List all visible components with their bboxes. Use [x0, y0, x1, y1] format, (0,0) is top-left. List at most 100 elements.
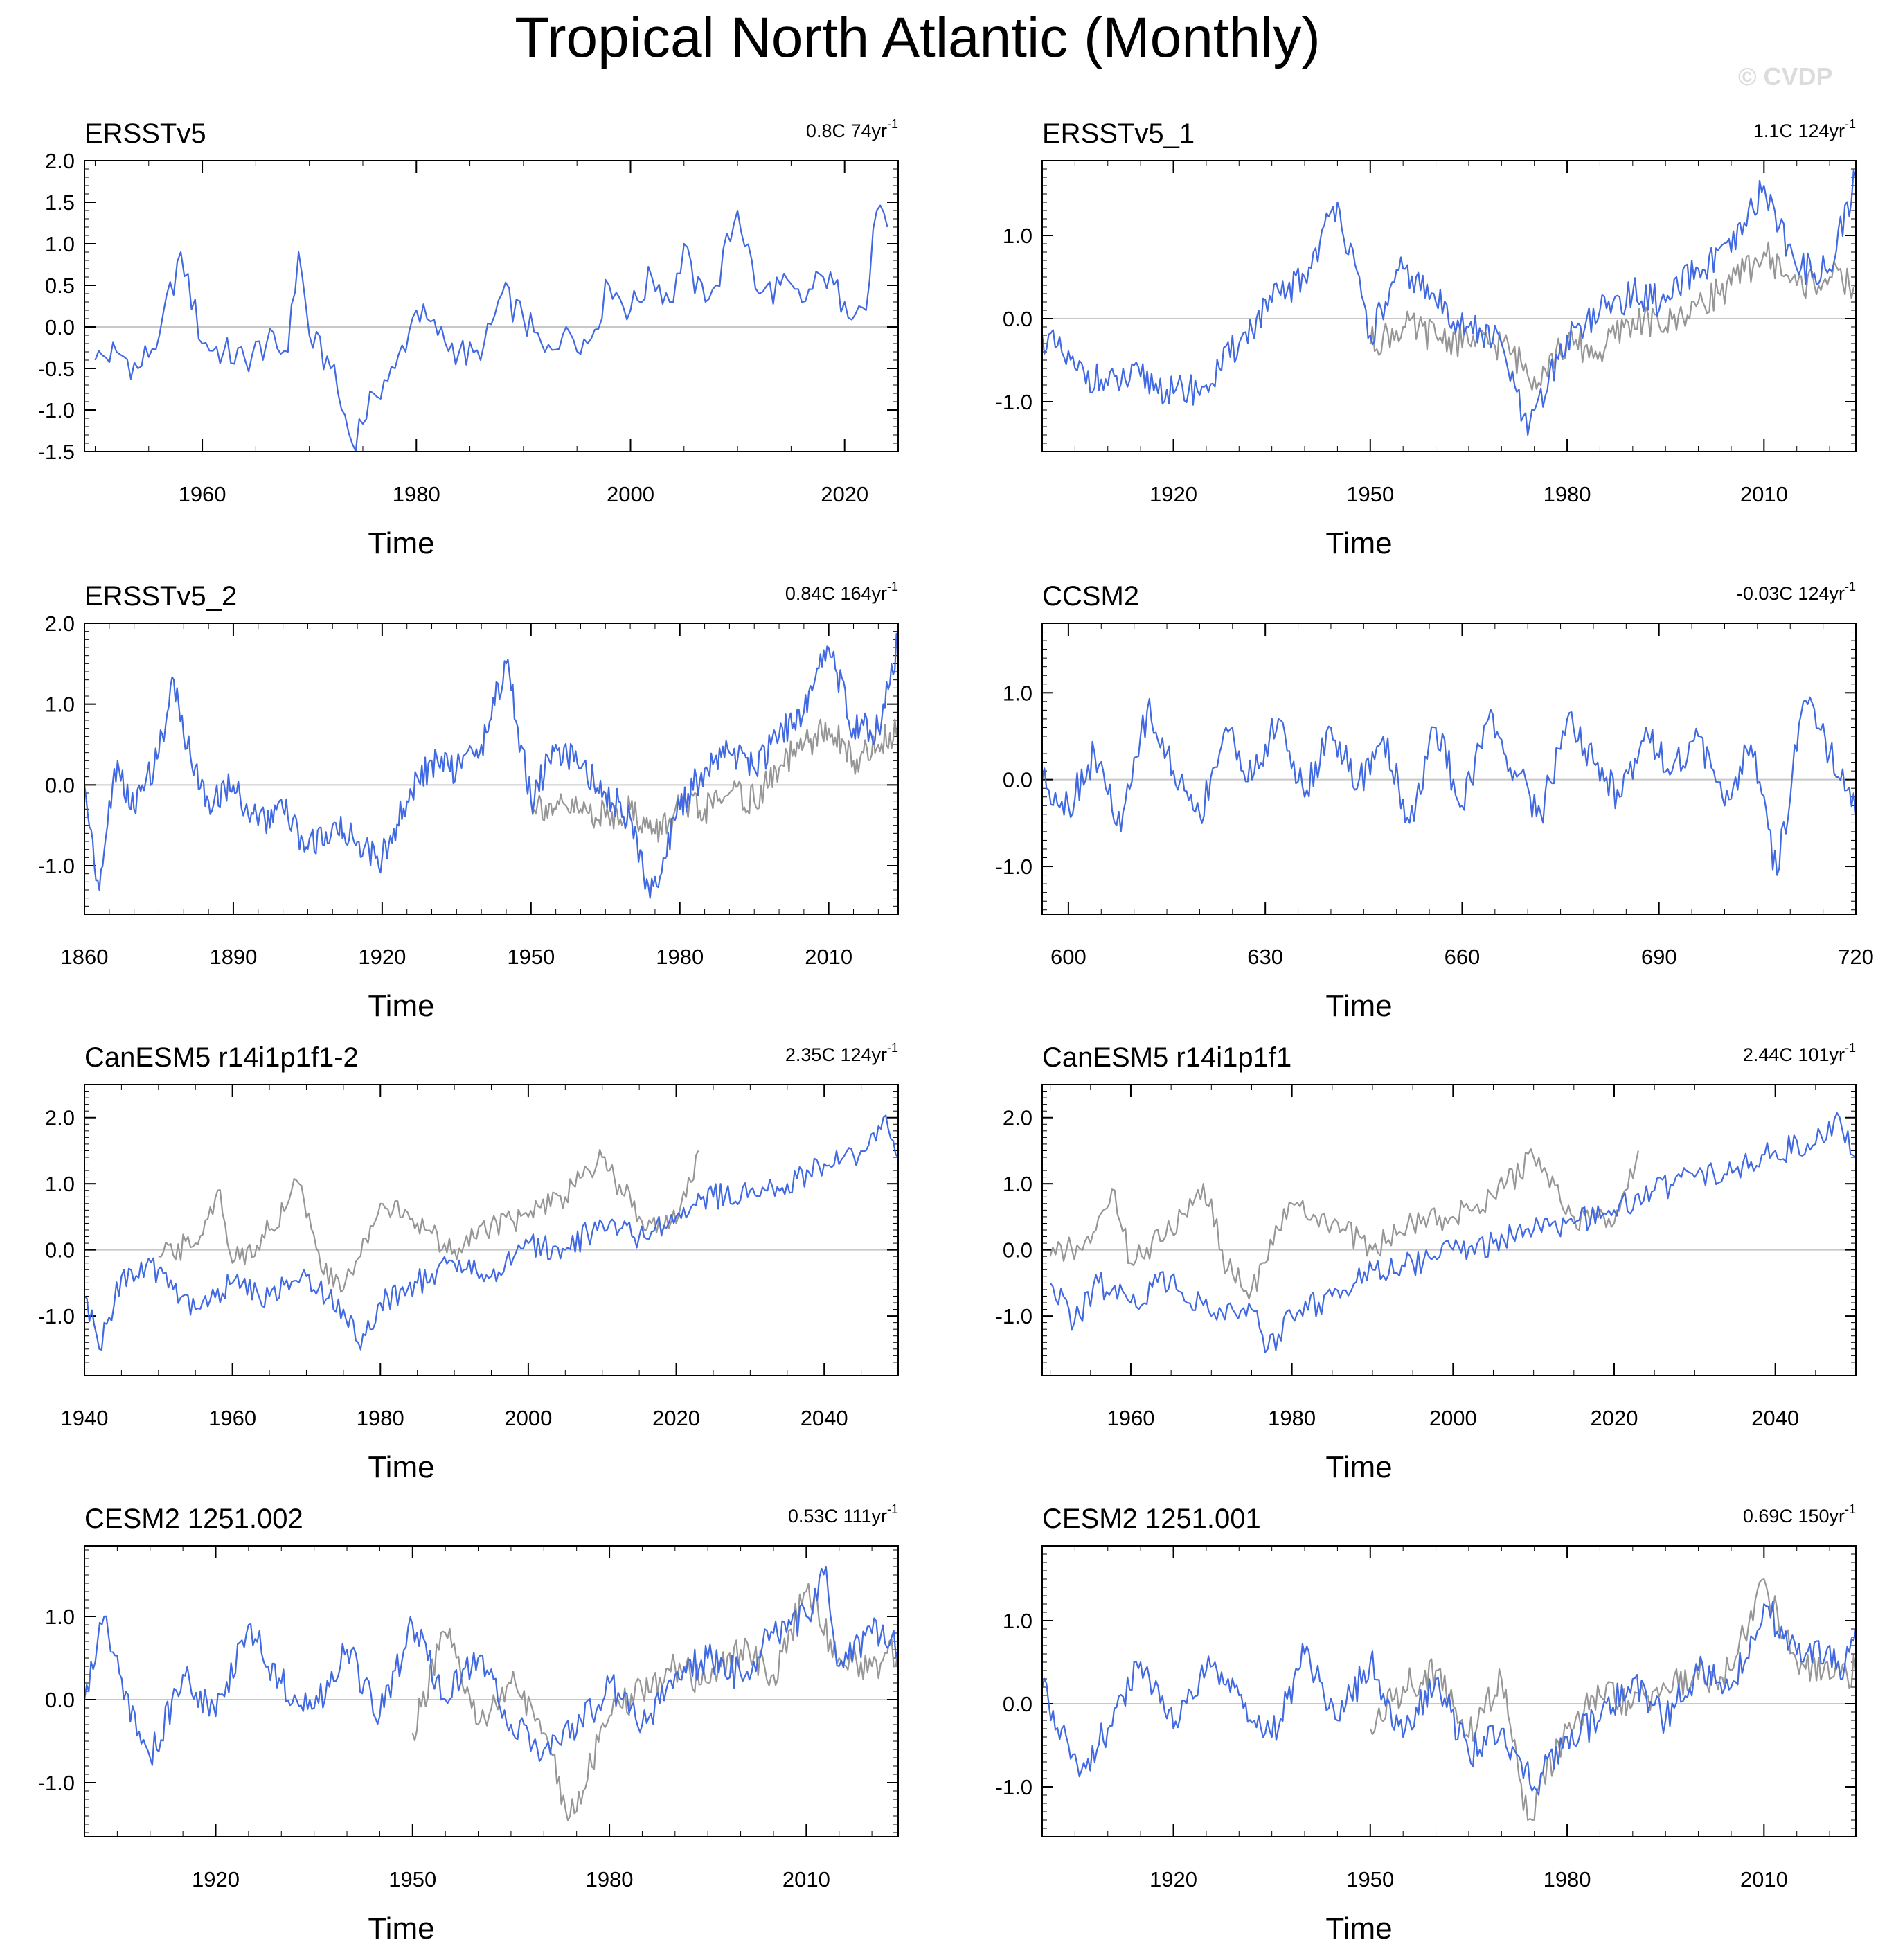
y-tick-label: 1.0: [45, 1172, 75, 1196]
panel-stat: 0.53C 111yr-1: [788, 1502, 898, 1526]
panel-stat: 2.44C 101yr-1: [1743, 1041, 1856, 1065]
y-tick-label: -1.0: [996, 1775, 1032, 1799]
x-tick-label: 660: [1445, 945, 1481, 969]
panel-title: CESM2 1251.002: [84, 1504, 303, 1534]
y-tick-label: 1.0: [1003, 1609, 1032, 1633]
series-line: [530, 718, 900, 843]
panel-stat-exponent: -1: [1845, 117, 1856, 131]
chart-panel: CanESM5 r14i1p1f1-2 2.35C 124yr-1 -1.0 0.0 1…: [38, 1041, 899, 1484]
x-tick-label: 2000: [504, 1406, 552, 1430]
plot-frame: [1041, 1545, 1857, 1837]
plot-frame: [1041, 1084, 1857, 1376]
x-axis-label: Time: [368, 989, 434, 1023]
panel-stat: 0.69C 150yr-1: [1743, 1502, 1856, 1526]
x-tick-label: 1950: [1346, 482, 1394, 506]
y-tick-label: 1.0: [1003, 224, 1032, 248]
x-axis-label: Time: [368, 526, 434, 560]
panel-stat-exponent: -1: [1845, 1502, 1856, 1516]
y-tick-label: -0.5: [38, 357, 75, 381]
panel-stat-value: 2.35C 124yr: [785, 1044, 887, 1065]
panel-title: ERSSTv5_1: [1042, 118, 1195, 149]
x-tick-label: 1980: [1268, 1406, 1316, 1430]
x-tick-label: 2020: [821, 482, 868, 506]
y-tick-label: 1.0: [45, 232, 75, 256]
x-tick-label: 2010: [782, 1867, 830, 1891]
panel-title: ERSSTv5_2: [84, 581, 237, 612]
x-tick-label: 600: [1050, 945, 1086, 969]
y-tick-label: -1.5: [38, 440, 75, 464]
panel-stat-exponent: -1: [1845, 580, 1856, 594]
panel-stat: 1.1C 124yr-1: [1753, 117, 1856, 141]
x-tick-label: 1950: [388, 1867, 436, 1891]
y-tick-label: -1.0: [996, 1304, 1032, 1328]
panel-stat: 2.35C 124yr-1: [785, 1041, 898, 1065]
series-line: [1369, 241, 1857, 391]
x-tick-label: 2000: [1429, 1406, 1477, 1430]
y-tick-label: 0.0: [1003, 307, 1032, 331]
chart-panel: ERSSTv5_2 0.84C 164yr-1 -1.0 0.0 1.0 2.0 1860 1…: [38, 580, 900, 1023]
x-tick-label: 1980: [586, 1867, 634, 1891]
x-tick-label: 1950: [1346, 1867, 1394, 1891]
page-title: Tropical North Atlantic (Monthly): [515, 6, 1321, 69]
series-line: [83, 632, 900, 899]
series-line: [84, 1114, 899, 1351]
y-tick-label: 1.0: [45, 1605, 75, 1629]
x-tick-label: 1980: [1544, 1867, 1591, 1891]
panel-stat-value: 0.53C 111yr: [788, 1506, 887, 1526]
x-tick-label: 720: [1838, 945, 1874, 969]
plot-frame: [84, 623, 899, 915]
y-tick-label: 0.0: [45, 315, 75, 339]
y-tick-label: 0.0: [1003, 1238, 1032, 1263]
cvdp-watermark: © CVDP: [1738, 62, 1833, 91]
x-tick-label: 2040: [801, 1406, 848, 1430]
panel-stat-exponent: -1: [887, 1502, 898, 1516]
x-tick-label: 2010: [805, 945, 852, 969]
panel-stat-exponent: -1: [887, 1041, 898, 1055]
x-tick-label: 1950: [507, 945, 555, 969]
panel-stat-value: 1.1C 124yr: [1753, 121, 1845, 141]
panel-stat-value: 0.69C 150yr: [1743, 1506, 1845, 1526]
x-tick-label: 1980: [656, 945, 704, 969]
y-tick-label: 1.5: [45, 190, 75, 215]
y-tick-label: 1.0: [1003, 1172, 1032, 1196]
y-tick-label: -1.0: [996, 390, 1032, 414]
y-tick-label: 2.0: [45, 1106, 75, 1130]
y-tick-label: -1.0: [38, 1771, 75, 1795]
panel-title: ERSSTv5: [84, 118, 206, 149]
chart-panel: CESM2 1251.002 0.53C 111yr-1 -1.0 0.0 1.0 192…: [38, 1502, 900, 1945]
x-tick-label: 1980: [1544, 482, 1591, 506]
panel-stat-exponent: -1: [887, 580, 898, 594]
panel-stat: 0.8C 74yr-1: [806, 117, 898, 141]
y-tick-label: 1.0: [1003, 681, 1032, 705]
x-axis-label: Time: [368, 1912, 434, 1945]
x-axis-label: Time: [368, 1450, 434, 1484]
x-axis-label: Time: [1325, 526, 1392, 560]
panel-stat-value: -0.03C 124yr: [1737, 583, 1845, 604]
panel-stat-value: 0.84C 164yr: [785, 583, 887, 604]
x-tick-label: 1980: [393, 482, 440, 506]
plot-frame: [1041, 160, 1857, 452]
y-tick-label: -1.0: [38, 398, 75, 422]
y-tick-label: 0.0: [45, 773, 75, 797]
x-tick-label: 1960: [1107, 1406, 1154, 1430]
x-tick-label: 690: [1641, 945, 1677, 969]
x-tick-label: 1920: [1150, 1867, 1197, 1891]
x-tick-label: 630: [1247, 945, 1283, 969]
series-line: [1049, 1148, 1639, 1300]
y-tick-label: 0.0: [45, 1688, 75, 1712]
series-line: [158, 1148, 699, 1293]
series-line: [94, 204, 888, 452]
x-tick-label: 1920: [358, 945, 406, 969]
panel-stat-value: 0.8C 74yr: [806, 121, 887, 141]
x-tick-label: 1960: [179, 482, 226, 506]
x-tick-label: 1960: [208, 1406, 256, 1430]
panel-title: CanESM5 r14i1p1f1-2: [84, 1042, 359, 1073]
plot-frame: [84, 1545, 899, 1837]
chart-panel: CESM2 1251.001 0.69C 150yr-1 -1.0 0.0 1.0 192…: [996, 1502, 1857, 1945]
series-line: [1049, 1112, 1857, 1353]
chart-panel: CanESM5 r14i1p1f1 2.44C 101yr-1 -1.0 0.0 1.0…: [996, 1041, 1857, 1484]
x-tick-label: 1920: [1150, 482, 1197, 506]
panel-stat: 0.84C 164yr-1: [785, 580, 898, 604]
chart-panel: CCSM2 -0.03C 124yr-1 -1.0 0.0 1.0 600 630 660 69…: [996, 580, 1874, 1023]
